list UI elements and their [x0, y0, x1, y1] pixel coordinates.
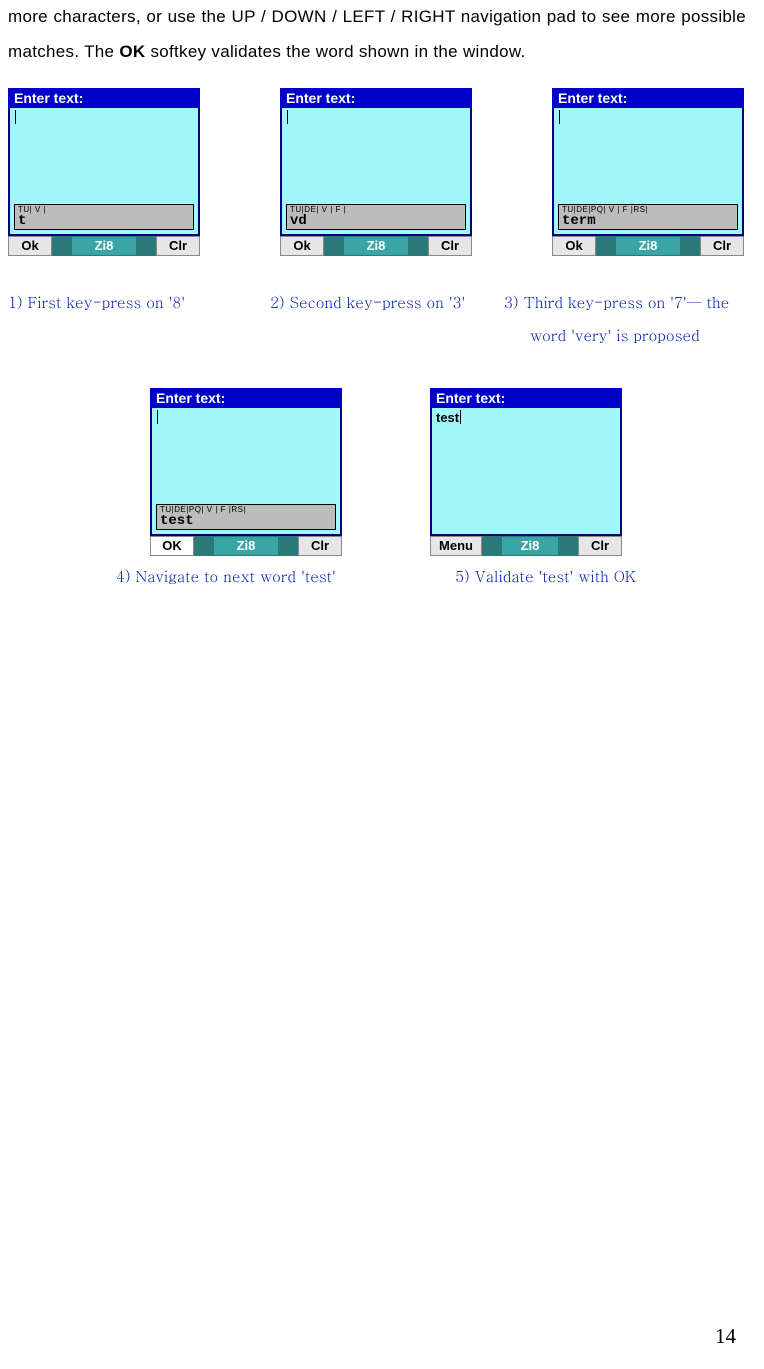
phone-screen-1: Enter text: TU| V | t Ok Zi8 Clr — [8, 88, 200, 256]
prediction-box: TU|DE| V | F | vd — [286, 204, 466, 230]
softkey-ok[interactable]: Ok — [552, 236, 596, 256]
softkey-clr[interactable]: Clr — [428, 236, 472, 256]
softkey-mid-wrap: Zi8 — [324, 236, 428, 256]
softkey-mode[interactable]: Zi8 — [616, 236, 680, 256]
prediction-box: TU|DE|PQ| V | F |RS| term — [558, 204, 738, 230]
softkey-mode[interactable]: Zi8 — [214, 536, 278, 556]
caption-4: 4) Navigate to next word 'test' — [116, 566, 336, 587]
softkey-clr[interactable]: Clr — [298, 536, 342, 556]
intro-line1: more characters, or use the UP / DOWN / … — [8, 7, 630, 26]
typed-text: test — [436, 410, 461, 425]
softkey-mid-wrap: Zi8 — [482, 536, 578, 556]
softkey-pad-right — [278, 536, 298, 556]
captions-row-2: 4) Navigate to next word 'test' 5) Valid… — [6, 566, 746, 587]
caption-1: 1) First key-press on '8' — [8, 286, 228, 352]
intro-line3: window. — [463, 42, 526, 61]
softkey-pad-right — [680, 236, 700, 256]
caption-3-line2: word 'very' is proposed — [504, 325, 700, 346]
softkey-mid-wrap: Zi8 — [194, 536, 298, 556]
softkey-ok[interactable]: Ok — [280, 236, 324, 256]
softkey-pad-left — [52, 236, 72, 256]
softkey-bar: Menu Zi8 Clr — [430, 536, 622, 556]
softkey-bar: Ok Zi8 Clr — [552, 236, 744, 256]
cursor-only — [286, 110, 288, 125]
text-area: TU|DE|PQ| V | F |RS| test — [150, 408, 342, 536]
intro-paragraph: more characters, or use the UP / DOWN / … — [8, 0, 746, 70]
phone-screen-4: Enter text: TU|DE|PQ| V | F |RS| test OK… — [150, 388, 342, 556]
page-number: 14 — [715, 1324, 736, 1349]
softkey-menu[interactable]: Menu — [430, 536, 482, 556]
text-area: test — [430, 408, 622, 536]
softkey-clr[interactable]: Clr — [156, 236, 200, 256]
softkey-pad-left — [194, 536, 214, 556]
predicted-word: test — [160, 514, 332, 528]
caption-5: 5) Validate 'test' with OK — [455, 566, 636, 587]
softkey-ok[interactable]: OK — [150, 536, 194, 556]
screenshot-row-2: Enter text: TU|DE|PQ| V | F |RS| test OK… — [6, 388, 746, 556]
softkey-bar: Ok Zi8 Clr — [280, 236, 472, 256]
phone-screen-5: Enter text: test Menu Zi8 Clr — [430, 388, 622, 556]
predicted-word: term — [562, 214, 734, 228]
cursor-only — [14, 110, 16, 125]
screenshot-row-1: Enter text: TU| V | t Ok Zi8 Clr Enter t… — [6, 88, 746, 256]
titlebar: Enter text: — [150, 388, 342, 408]
softkey-pad-right — [408, 236, 428, 256]
cursor-only — [558, 110, 560, 125]
titlebar: Enter text: — [430, 388, 622, 408]
softkey-pad-right — [136, 236, 156, 256]
text-area: TU| V | t — [8, 108, 200, 236]
captions-row-1: 1) First key-press on '8' 2) Second key-… — [6, 286, 746, 352]
caption-3-line1: 3) Third key-press on '7'— the — [504, 292, 729, 313]
softkey-mode[interactable]: Zi8 — [502, 536, 558, 556]
softkey-mid-wrap: Zi8 — [52, 236, 156, 256]
softkey-pad-right — [558, 536, 578, 556]
typed-value: test — [436, 410, 459, 425]
softkey-bar: OK Zi8 Clr — [150, 536, 342, 556]
softkey-mode[interactable]: Zi8 — [72, 236, 136, 256]
page: more characters, or use the UP / DOWN / … — [0, 0, 764, 1369]
predicted-word: vd — [290, 214, 462, 228]
softkey-ok[interactable]: Ok — [8, 236, 52, 256]
intro-line2-post: softkey validates the word shown in the — [145, 42, 458, 61]
predicted-word: t — [18, 214, 190, 228]
phone-screen-3: Enter text: TU|DE|PQ| V | F |RS| term Ok… — [552, 88, 744, 256]
softkey-mid-wrap: Zi8 — [596, 236, 700, 256]
caption-3: 3) Third key-press on '7'— the word 'ver… — [504, 286, 744, 352]
softkey-bar: Ok Zi8 Clr — [8, 236, 200, 256]
text-area: TU|DE|PQ| V | F |RS| term — [552, 108, 744, 236]
caption-2: 2) Second key-press on '3' — [246, 286, 486, 352]
key-hint-icons: TU|DE| V | F | — [290, 206, 462, 214]
softkey-pad-left — [482, 536, 502, 556]
prediction-box: TU|DE|PQ| V | F |RS| test — [156, 504, 336, 530]
titlebar: Enter text: — [8, 88, 200, 108]
prediction-box: TU| V | t — [14, 204, 194, 230]
softkey-mode[interactable]: Zi8 — [344, 236, 408, 256]
text-area: TU|DE| V | F | vd — [280, 108, 472, 236]
intro-ok-bold: OK — [119, 42, 145, 61]
titlebar: Enter text: — [280, 88, 472, 108]
softkey-pad-left — [324, 236, 344, 256]
softkey-clr[interactable]: Clr — [700, 236, 744, 256]
phone-screen-2: Enter text: TU|DE| V | F | vd Ok Zi8 Clr — [280, 88, 472, 256]
key-hint-icons: TU| V | — [18, 206, 190, 214]
softkey-pad-left — [596, 236, 616, 256]
softkey-clr[interactable]: Clr — [578, 536, 622, 556]
cursor-only — [156, 410, 158, 425]
titlebar: Enter text: — [552, 88, 744, 108]
